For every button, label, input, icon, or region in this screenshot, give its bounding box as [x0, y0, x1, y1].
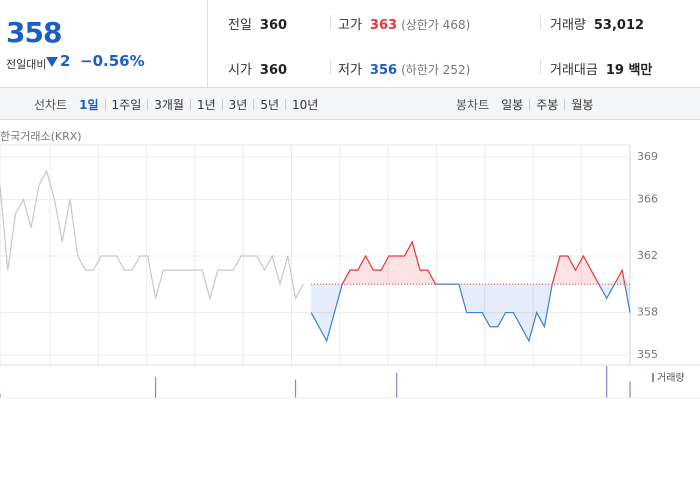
tab[interactable]: 1주일 [111, 98, 142, 112]
change: 2 [60, 52, 71, 70]
line-up [341, 240, 626, 285]
stat-label: 전일 [228, 18, 252, 33]
tab-separator [104, 99, 106, 110]
volume-bar [294, 379, 297, 398]
area-down [311, 284, 630, 341]
tab-separator [529, 99, 531, 110]
down-icon [46, 57, 58, 67]
stat-label: 저가 [338, 63, 362, 78]
stat-value: 19 백만 [605, 63, 653, 78]
stat-note: (상한가 468) [401, 18, 471, 32]
chart: 한국거래소(KRX) 369 366 362 358 355 거래량 [0, 130, 700, 399]
tab[interactable]: 월봉 [571, 98, 594, 112]
tab-separator [221, 99, 223, 110]
y-tick-label: 362 [637, 249, 658, 262]
tab-separator [285, 99, 287, 110]
stat-note: (하한가 252) [401, 63, 471, 77]
stat-label: 거래대금 [550, 63, 598, 78]
tab[interactable]: 일봉 [501, 98, 524, 112]
source: 한국거래소(KRX) [0, 130, 82, 143]
candle-tabs: 봉차트 일봉 주봉 월봉 [456, 96, 593, 113]
stat: 거래량 53,012 [550, 14, 644, 33]
stat-label: 고가 [338, 18, 362, 33]
change-rate: −0.56% [80, 52, 145, 70]
volume-bar [606, 366, 608, 398]
price-box: 358 전일대비 2 −0.56% [0, 0, 208, 88]
tab[interactable]: 1일 [79, 98, 99, 112]
line-down [310, 284, 631, 343]
y-tick-label: 355 [637, 348, 658, 361]
area-up [342, 241, 625, 285]
tab-separator [564, 99, 566, 110]
tab[interactable]: 3년 [228, 98, 248, 112]
stat-value: 363 [369, 18, 398, 33]
volume-bar [154, 376, 157, 398]
tab-separator [147, 99, 149, 110]
stat: 거래대금 19 백만 [550, 59, 652, 78]
volume-bar [629, 381, 631, 398]
summary: 358 전일대비 2 −0.56% 전일 360 고가 363 (상한가 468) 거래량… [0, 0, 700, 88]
change-label: 전일대비 [6, 58, 47, 71]
stat-value: 360 [259, 18, 288, 33]
stat-value: 53,012 [593, 18, 645, 33]
stat-value: 360 [259, 63, 288, 78]
stat: 시가 360 [228, 59, 287, 78]
tab[interactable]: 1년 [196, 98, 216, 112]
tab[interactable]: 주봉 [536, 98, 559, 112]
tab[interactable]: 10년 [292, 98, 319, 112]
stat: 전일 360 [228, 14, 287, 33]
tab-group-label: 선차트 [34, 98, 68, 112]
tab-separator [253, 99, 255, 110]
tab-bar: 선차트 1일 1주일 3개월 1년 3년 5년 10년 봉차트 일봉 주봉 월봉 [0, 88, 700, 120]
stat-label: 거래량 [550, 18, 586, 33]
stat-value: 356 [369, 63, 398, 78]
volume-bar [0, 393, 1, 398]
volume-bar [396, 372, 398, 398]
volume-legend-swatch [652, 373, 654, 382]
y-tick-label: 358 [637, 306, 658, 319]
stat: 고가 363 (상한가 468) [338, 14, 470, 33]
line-tabs: 선차트 1일 1주일 3개월 1년 3년 5년 10년 [34, 96, 318, 113]
tab-separator [189, 99, 191, 110]
stat-label: 시가 [228, 63, 252, 78]
tab-group-label: 봉차트 [456, 98, 490, 112]
y-tick-label: 366 [637, 192, 658, 205]
line [0, 169, 304, 301]
price: 358 [6, 16, 62, 49]
y-tick-label: 369 [637, 150, 658, 163]
stat: 저가 356 (하한가 252) [338, 59, 470, 78]
tab[interactable]: 3개월 [154, 98, 184, 112]
tab[interactable]: 5년 [260, 98, 280, 112]
plot-frame [0, 144, 631, 366]
volume-legend: 거래량 [657, 372, 685, 384]
